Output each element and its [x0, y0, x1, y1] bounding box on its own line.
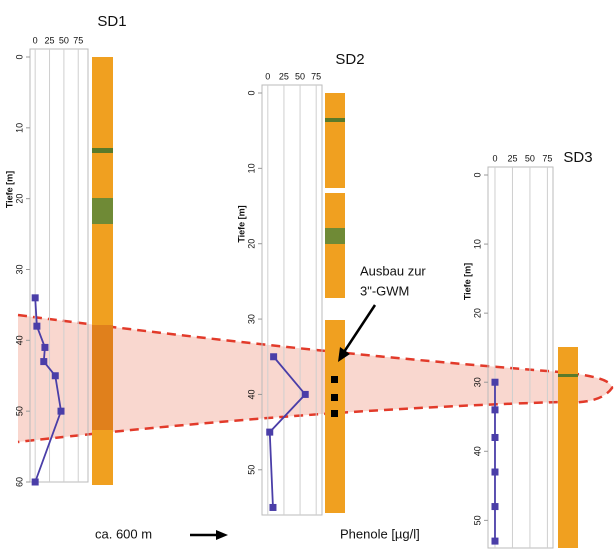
- annotation: ca. 600 m: [95, 526, 152, 541]
- y-tick-label: 0: [472, 172, 482, 177]
- y-tick-label: 50: [14, 406, 24, 416]
- point: [491, 406, 499, 414]
- lithology-sd2: [325, 93, 345, 513]
- x-tick-label: 0: [492, 153, 497, 163]
- x-tick-label: 25: [45, 35, 55, 45]
- x-tick-label: 0: [33, 35, 38, 45]
- point: [51, 372, 59, 380]
- point: [270, 353, 278, 361]
- y-tick-label: 10: [14, 123, 24, 133]
- point: [491, 537, 499, 545]
- y-tick-label: 40: [246, 389, 256, 399]
- y-tick-label: 50: [472, 515, 482, 525]
- y-tick-label: 10: [246, 163, 256, 173]
- x-tick-label: 25: [507, 153, 517, 163]
- lithology-sd3: [558, 347, 578, 548]
- point: [269, 503, 277, 511]
- y-tick-label: 30: [14, 264, 24, 274]
- x-tick-label: 0: [265, 71, 270, 81]
- y-tick-label: 50: [246, 465, 256, 475]
- x-tick-label: 50: [59, 35, 69, 45]
- plume: [17, 313, 614, 444]
- y-tick-label: 10: [472, 239, 482, 249]
- y-tick-label: 20: [14, 194, 24, 204]
- y-tick-label: 60: [14, 477, 24, 487]
- y-tick-label: 30: [246, 314, 256, 324]
- chart-title: SD1: [97, 13, 126, 30]
- point: [301, 390, 309, 398]
- point: [57, 407, 65, 415]
- point: [491, 503, 499, 511]
- annotation: Ausbau zur: [360, 263, 426, 278]
- y-axis-label: Tiefe [m]: [462, 263, 472, 300]
- point: [491, 433, 499, 441]
- annotation: Phenole [µg/l]: [340, 526, 420, 541]
- x-tick-label: 75: [73, 35, 83, 45]
- y-tick-label: 40: [14, 335, 24, 345]
- point: [31, 294, 39, 302]
- x-tick-label: 50: [295, 71, 305, 81]
- annotation: 3"-GWM: [360, 283, 409, 298]
- point: [491, 468, 499, 476]
- arrow-head: [216, 530, 228, 540]
- y-tick-label: 0: [14, 54, 24, 59]
- chart-title: SD3: [563, 149, 592, 166]
- point: [266, 428, 274, 436]
- y-tick-label: 20: [472, 308, 482, 318]
- y-tick-label: 20: [246, 239, 256, 249]
- y-axis-label: Tiefe [m]: [4, 171, 14, 208]
- point: [40, 358, 48, 366]
- y-tick-label: 40: [472, 446, 482, 456]
- lithology-sd1: [92, 57, 113, 485]
- point: [491, 378, 499, 386]
- arrow: [342, 304, 377, 353]
- arrow-head: [338, 347, 350, 362]
- point: [33, 322, 41, 330]
- profile-line: [268, 356, 307, 508]
- x-tick-label: 75: [542, 153, 552, 163]
- panel: [29, 48, 89, 483]
- y-tick-label: 30: [472, 377, 482, 387]
- x-tick-label: 25: [279, 71, 289, 81]
- panel: [261, 84, 323, 516]
- x-tick-label: 75: [311, 71, 321, 81]
- point: [31, 478, 39, 486]
- x-tick-label: 50: [525, 153, 535, 163]
- y-axis-label: Tiefe [m]: [236, 205, 246, 242]
- chart-title: SD2: [335, 51, 364, 68]
- y-tick-label: 0: [246, 90, 256, 95]
- panel: [487, 166, 554, 549]
- point: [41, 343, 49, 351]
